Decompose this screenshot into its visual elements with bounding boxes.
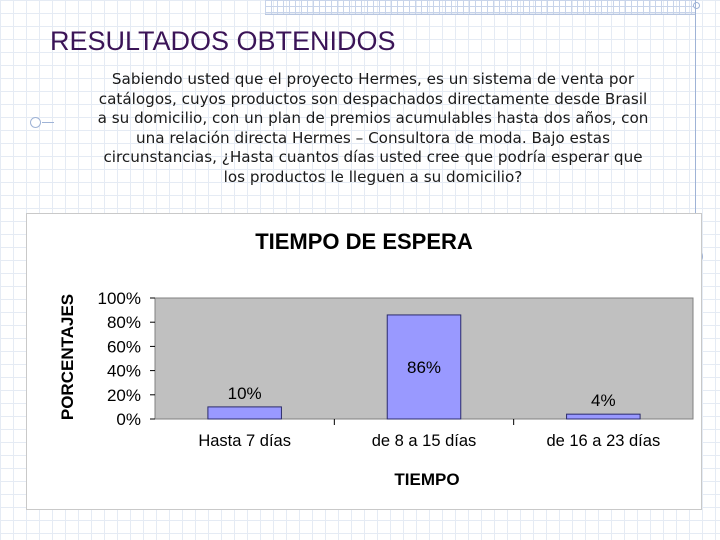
y-tick-label: 0% — [116, 410, 141, 429]
bar — [566, 413, 641, 420]
bar — [386, 314, 462, 420]
bar-data-label: 10% — [228, 384, 262, 403]
slide-title: RESULTADOS OBTENIDOS — [50, 26, 396, 56]
y-axis-label: PORCENTAJES — [58, 294, 77, 420]
y-tick-label: 60% — [107, 337, 141, 356]
y-tick-label: 80% — [107, 313, 141, 332]
decorative-horizontal-line — [42, 122, 54, 123]
x-category-label: Hasta 7 días — [198, 432, 291, 450]
body-line: Sabiendo usted que el proyecto Hermes, e… — [111, 70, 635, 88]
bar-data-label: 4% — [591, 391, 616, 410]
x-axis-label: TIEMPO — [394, 470, 459, 489]
bar — [207, 406, 282, 420]
x-category-label: de 16 a 23 días — [546, 432, 660, 450]
bar-data-label: 86% — [407, 358, 441, 377]
slide-body: Sabiendo usted que el proyecto Hermes, e… — [46, 70, 700, 187]
body-line: circunstancias, ¿Hasta cuantos días uste… — [103, 148, 643, 166]
body-line: a su domicilio, con un plan de premios a… — [97, 109, 649, 127]
decorative-circle-left — [30, 117, 41, 128]
chart-frame: TIEMPO DE ESPERA 0% 20% 40% 60% 80% 100% 10% 8… — [26, 213, 702, 510]
bar-chart: TIEMPO DE ESPERA 0% 20% 40% 60% 80% 100% 10% 8… — [58, 229, 694, 489]
y-tick-label: 100% — [98, 289, 141, 308]
y-tick-label: 40% — [107, 362, 141, 381]
decorative-top-bar — [265, 0, 695, 15]
body-line: una relación directa Hermes – Consultora… — [136, 128, 610, 147]
body-line: catálogos, cuyos productos son despachad… — [98, 89, 648, 108]
decorative-vertical-line — [695, 0, 696, 250]
y-tick-label: 20% — [107, 386, 141, 405]
body-line: los productos le lleguen a su domicilio? — [223, 167, 523, 186]
x-category-label: de 8 a 15 días — [372, 432, 477, 450]
decorative-dot — [693, 2, 700, 9]
chart-title: TIEMPO DE ESPERA — [255, 229, 473, 254]
